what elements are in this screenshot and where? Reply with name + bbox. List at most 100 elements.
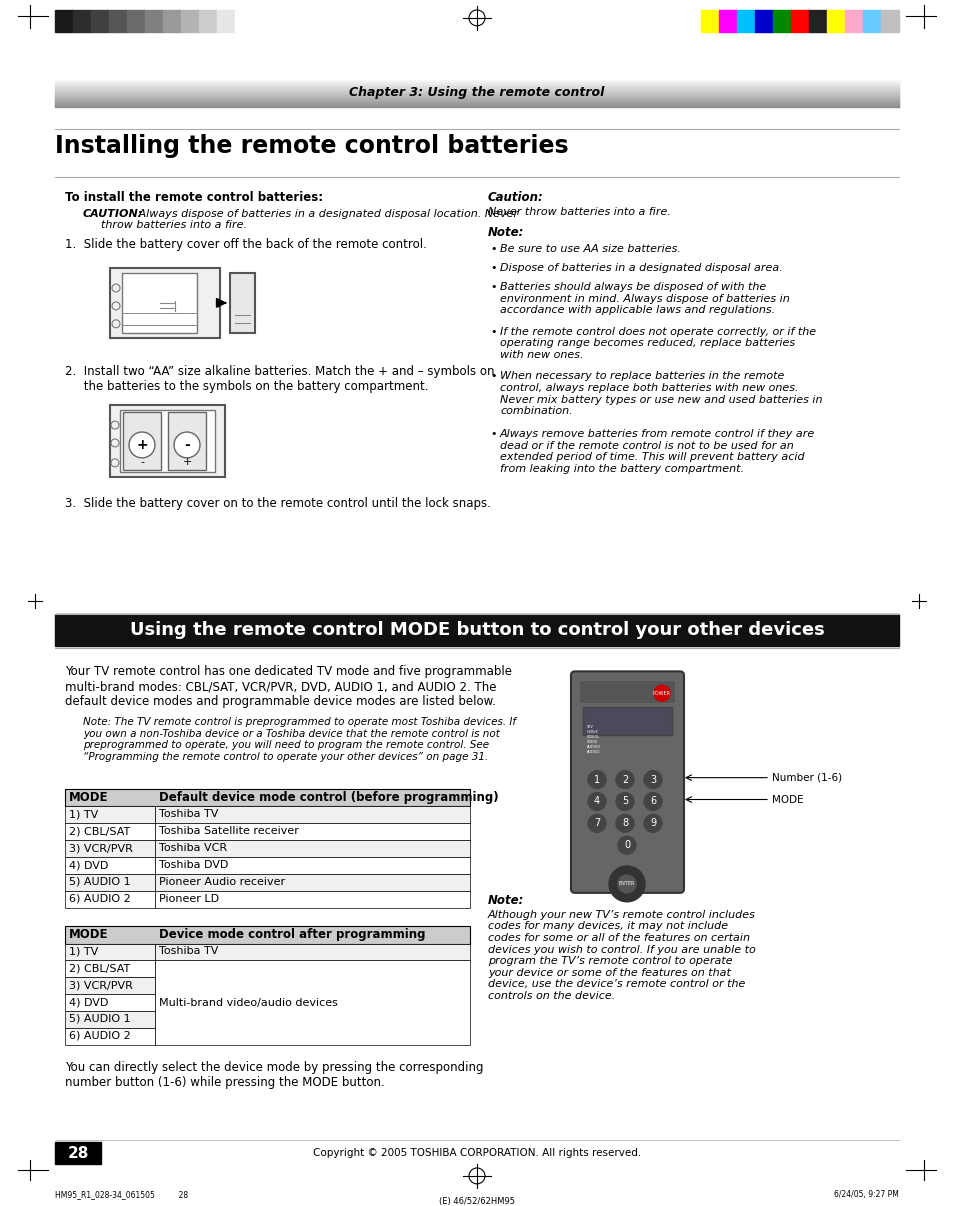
Text: Be sure to use AA size batteries.: Be sure to use AA size batteries. bbox=[499, 245, 680, 254]
Circle shape bbox=[643, 771, 661, 789]
Text: Batteries should always be disposed of with the
environment in mind. Always disp: Batteries should always be disposed of w… bbox=[499, 282, 789, 315]
Text: Note: The TV remote control is preprogrammed to operate most Toshiba devices. If: Note: The TV remote control is preprogra… bbox=[83, 718, 516, 762]
Text: HCBLE: HCBLE bbox=[586, 730, 598, 734]
Circle shape bbox=[616, 771, 634, 789]
Text: MODE: MODE bbox=[69, 791, 109, 804]
Text: Dispose of batteries in a designated disposal area.: Dispose of batteries in a designated dis… bbox=[499, 263, 781, 274]
Bar bbox=[737, 10, 754, 31]
Text: 2) CBL/SAT: 2) CBL/SAT bbox=[69, 964, 131, 973]
Bar bbox=[91, 10, 109, 31]
Circle shape bbox=[112, 285, 120, 292]
Circle shape bbox=[616, 792, 634, 810]
Bar bbox=[122, 273, 196, 333]
Text: •: • bbox=[490, 245, 496, 254]
Bar bbox=[120, 410, 214, 472]
Text: Always dispose of batteries in a designated disposal location. Never: Always dispose of batteries in a designa… bbox=[135, 209, 517, 218]
Bar bbox=[65, 874, 154, 891]
Text: •: • bbox=[490, 327, 496, 336]
Bar bbox=[123, 412, 161, 470]
Circle shape bbox=[173, 432, 200, 458]
Text: •: • bbox=[490, 263, 496, 274]
Bar bbox=[73, 10, 91, 31]
Circle shape bbox=[616, 814, 634, 832]
Text: 1.  Slide the battery cover off the back of the remote control.: 1. Slide the battery cover off the back … bbox=[65, 239, 426, 251]
Bar bbox=[65, 977, 154, 994]
Text: Pioneer LD: Pioneer LD bbox=[159, 894, 219, 903]
Text: 4: 4 bbox=[594, 796, 599, 807]
Bar bbox=[754, 10, 772, 31]
Bar bbox=[65, 824, 154, 841]
Bar bbox=[110, 268, 220, 338]
Bar bbox=[65, 807, 154, 824]
Circle shape bbox=[111, 458, 119, 467]
Bar bbox=[234, 10, 253, 31]
Bar bbox=[145, 10, 163, 31]
Text: -: - bbox=[140, 457, 144, 467]
Circle shape bbox=[129, 432, 154, 458]
Text: 28: 28 bbox=[68, 1146, 89, 1160]
Bar bbox=[65, 789, 470, 807]
Text: 0: 0 bbox=[623, 841, 629, 850]
Bar bbox=[55, 1142, 101, 1164]
Bar bbox=[826, 10, 844, 31]
Text: Toshiba TV: Toshiba TV bbox=[159, 809, 218, 819]
Text: +: + bbox=[136, 438, 148, 452]
Circle shape bbox=[643, 792, 661, 810]
Bar bbox=[154, 807, 470, 824]
Text: throw batteries into a fire.: throw batteries into a fire. bbox=[101, 221, 247, 230]
Text: CAUTION:: CAUTION: bbox=[83, 209, 143, 218]
Circle shape bbox=[654, 685, 669, 701]
Text: 3) VCR/PVR: 3) VCR/PVR bbox=[69, 980, 132, 990]
Bar bbox=[154, 943, 470, 960]
Text: Default device mode control (before programming): Default device mode control (before prog… bbox=[159, 791, 498, 804]
Bar bbox=[65, 857, 154, 874]
Bar bbox=[862, 10, 880, 31]
Text: -: - bbox=[184, 438, 190, 452]
Text: 1: 1 bbox=[594, 774, 599, 785]
Bar bbox=[880, 10, 898, 31]
Bar bbox=[154, 891, 470, 908]
Circle shape bbox=[587, 771, 605, 789]
Text: +: + bbox=[182, 457, 192, 467]
Text: 8: 8 bbox=[621, 819, 627, 829]
Text: STV: STV bbox=[586, 725, 593, 728]
Text: (E) 46/52/62HM95: (E) 46/52/62HM95 bbox=[438, 1196, 515, 1206]
Text: Pioneer Audio receiver: Pioneer Audio receiver bbox=[159, 877, 285, 886]
Bar bbox=[109, 10, 127, 31]
Bar bbox=[154, 824, 470, 841]
Text: 3) VCR/PVR: 3) VCR/PVR bbox=[69, 843, 132, 853]
Text: 1) TV: 1) TV bbox=[69, 947, 98, 956]
Text: 3: 3 bbox=[649, 774, 656, 785]
Bar bbox=[163, 10, 181, 31]
Text: 5: 5 bbox=[621, 796, 627, 807]
Bar bbox=[700, 10, 719, 31]
Circle shape bbox=[112, 320, 120, 328]
Bar bbox=[110, 405, 225, 476]
Text: Toshiba VCR: Toshiba VCR bbox=[159, 843, 227, 853]
Circle shape bbox=[111, 421, 119, 429]
Circle shape bbox=[618, 876, 636, 892]
Text: Caution:: Caution: bbox=[488, 191, 543, 204]
Circle shape bbox=[618, 836, 636, 854]
Text: HM95_R1_028-34_061505          28: HM95_R1_028-34_061505 28 bbox=[55, 1190, 188, 1199]
Bar bbox=[65, 841, 154, 857]
Bar bbox=[154, 874, 470, 891]
Text: 7: 7 bbox=[594, 819, 599, 829]
Text: 2) CBL/SAT: 2) CBL/SAT bbox=[69, 826, 131, 836]
Bar bbox=[65, 960, 154, 977]
Bar bbox=[65, 943, 154, 960]
Text: If the remote control does not operate correctly, or if the
operating range beco: If the remote control does not operate c… bbox=[499, 327, 815, 359]
Text: POWER: POWER bbox=[652, 691, 670, 696]
Circle shape bbox=[643, 814, 661, 832]
Text: AUDIO2: AUDIO2 bbox=[586, 750, 600, 754]
Bar bbox=[199, 10, 216, 31]
Text: 6/24/05, 9:27 PM: 6/24/05, 9:27 PM bbox=[833, 1190, 898, 1199]
Bar bbox=[55, 614, 898, 645]
Text: AUDIOO: AUDIOO bbox=[586, 745, 600, 749]
Bar bbox=[65, 994, 154, 1011]
Text: 6) AUDIO 2: 6) AUDIO 2 bbox=[69, 1031, 131, 1041]
Text: ENTER: ENTER bbox=[618, 882, 635, 886]
FancyBboxPatch shape bbox=[571, 672, 683, 892]
Text: •: • bbox=[490, 371, 496, 381]
Text: 9: 9 bbox=[649, 819, 656, 829]
